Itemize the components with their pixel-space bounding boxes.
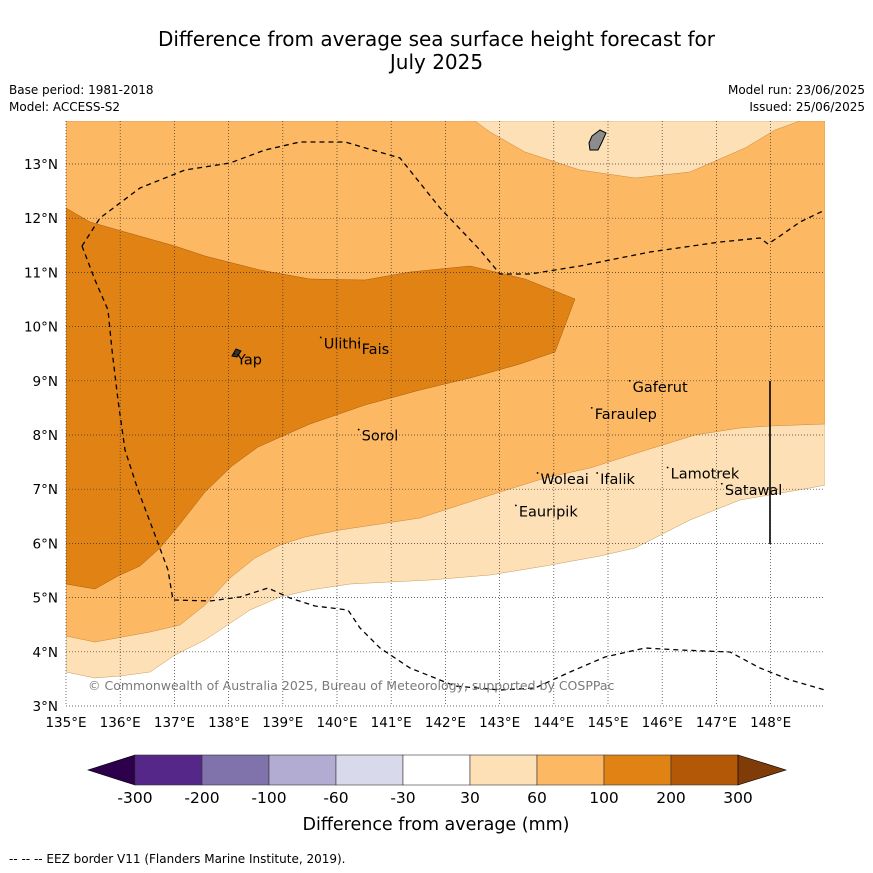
x-tick-label: 142°E: [425, 715, 466, 731]
meta-left: Base period: 1981-2018 Model: ACCESS-S2: [9, 82, 154, 116]
x-tick-label: 146°E: [642, 715, 683, 731]
y-tick-label: 9°N: [33, 374, 58, 390]
colorbar-label: 60: [527, 789, 547, 807]
place-marker: [596, 472, 599, 474]
place-labels: Yap Ulithi Fais Sorol Gaferut Faraulep Woleai I…: [233, 336, 782, 520]
colorbar-arrow-high: [737, 754, 788, 786]
x-tick-label: 138°E: [208, 715, 249, 731]
colorbar-label: -300: [117, 789, 152, 807]
title-line-1: Difference from average sea surface heig…: [157, 27, 716, 51]
eez-footnote: -- -- -- EEZ border V11 (Flanders Marine…: [9, 852, 346, 866]
y-tick-label: 12°N: [24, 211, 58, 227]
x-tick-label: 147°E: [696, 715, 737, 731]
colorbar-label: -60: [323, 789, 348, 807]
y-tick-label: 5°N: [33, 591, 58, 607]
model-name: Model: ACCESS-S2: [9, 100, 121, 114]
place-label: Satawal: [725, 483, 782, 499]
place-label: Lamotrek: [671, 467, 740, 483]
place-marker: [319, 336, 322, 339]
colorbar-label: -30: [390, 789, 415, 807]
colorbar-segment: [402, 754, 471, 786]
place-marker: [233, 352, 235, 355]
colorbar-segment: [536, 754, 605, 786]
band-100-200: [66, 207, 576, 590]
colorbar-label: 200: [656, 789, 686, 807]
colorbar-arrow-low: [87, 754, 136, 786]
x-tick-label: 137°E: [154, 715, 195, 731]
guam-island: [588, 129, 607, 151]
colorbar-label: -200: [184, 789, 219, 807]
copyright-label: © Commonwealth of Australia 2025, Bureau…: [88, 678, 614, 693]
x-axis-ticks: 135°E 136°E 137°E 138°E 139°E 140°E 141°E 142°E…: [45, 715, 791, 731]
place-label: Ifalik: [600, 472, 635, 488]
colorbar-segment: [134, 754, 203, 786]
colorbar-segment: [603, 754, 672, 786]
y-tick-label: 8°N: [33, 428, 58, 444]
colorbar-title: Difference from average (mm): [302, 815, 569, 835]
x-tick-label: 141°E: [371, 715, 412, 731]
colorbar-label: 30: [460, 789, 480, 807]
y-tick-label: 7°N: [33, 482, 58, 498]
colorbar-segment: [670, 754, 739, 786]
x-tick-label: 148°E: [750, 715, 791, 731]
meta-right: Model run: 23/06/2025 Issued: 25/06/2025: [728, 82, 865, 116]
colorbar-segment: [469, 754, 538, 786]
x-tick-label: 136°E: [100, 715, 141, 731]
y-tick-label: 4°N: [33, 645, 58, 661]
place-label: Gaferut: [633, 380, 688, 396]
x-tick-label: 135°E: [45, 715, 86, 731]
place-marker: [590, 407, 593, 409]
place-label: Eauripik: [519, 504, 578, 520]
colorbar-label: 100: [589, 789, 619, 807]
place-label: Yap: [236, 353, 262, 369]
y-tick-label: 13°N: [24, 157, 58, 173]
colorbar-label: 300: [723, 789, 753, 807]
place-marker: [536, 472, 539, 474]
title-line-2: July 2025: [389, 50, 484, 74]
place-marker: [357, 428, 360, 431]
x-tick-label: 139°E: [262, 715, 303, 731]
x-tick-label: 144°E: [533, 715, 574, 731]
x-tick-label: 143°E: [479, 715, 520, 731]
colorbar-segment: [335, 754, 404, 786]
y-tick-label: 3°N: [33, 699, 58, 715]
y-tick-label: 11°N: [24, 265, 58, 281]
place-marker: [357, 341, 360, 344]
place-label: Fais: [362, 342, 389, 358]
colorbar-segment: [201, 754, 270, 786]
x-tick-label: 140°E: [316, 715, 357, 731]
colorbar: -300 -200 -100 -60 -30 30 60 100 200 300: [87, 754, 788, 807]
x-tick-label: 145°E: [587, 715, 628, 731]
base-period: Base period: 1981-2018: [9, 83, 154, 97]
place-label: Ulithi: [324, 336, 362, 352]
y-axis-ticks: 3°N 4°N 5°N 6°N 7°N 8°N 9°N 10°N 11°N 12°N 13°N: [24, 157, 58, 715]
eez-border: [81, 141, 825, 691]
chart-title: Difference from average sea surface heig…: [0, 28, 873, 74]
place-marker: [720, 482, 723, 485]
place-marker: [666, 466, 669, 469]
y-tick-label: 10°N: [24, 320, 58, 336]
place-label: Faraulep: [595, 407, 657, 423]
y-tick-label: 6°N: [33, 536, 58, 552]
colorbar-label: -100: [251, 789, 286, 807]
place-label: Sorol: [362, 429, 399, 445]
place-marker: [514, 504, 517, 507]
colorbar-segment: [268, 754, 337, 786]
model-run: Model run: 23/06/2025: [727, 83, 865, 97]
issued-date: Issued: 25/06/2025: [749, 100, 865, 114]
yap-island: [231, 348, 242, 358]
gridlines: [65, 121, 825, 707]
place-marker: [628, 379, 631, 382]
place-label: Woleai: [541, 472, 589, 488]
